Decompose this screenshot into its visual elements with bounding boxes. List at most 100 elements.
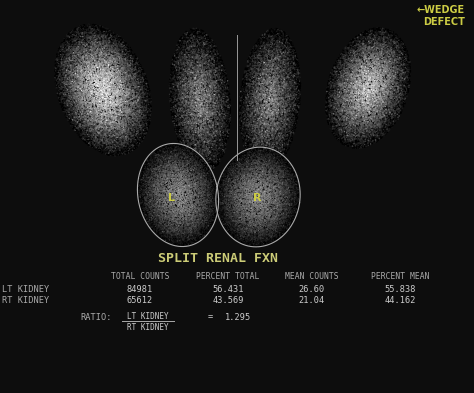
Point [105,133,112,140]
Point [257,167,265,173]
Point [162,204,169,210]
Point [252,119,260,126]
Point [208,133,215,140]
Point [81,96,89,103]
Point [215,158,222,164]
Point [286,121,293,128]
Point [188,54,195,61]
Point [376,77,383,83]
Point [165,175,173,182]
Point [116,71,124,77]
Point [198,195,205,201]
Point [131,110,139,116]
Point [372,104,379,110]
Point [208,155,215,162]
Point [225,130,232,137]
Point [368,86,375,92]
Point [217,99,225,105]
Point [365,121,373,127]
Point [144,169,152,175]
Point [280,173,288,179]
Point [175,129,182,135]
Point [272,162,280,168]
Point [129,87,137,94]
Point [260,81,267,88]
Point [370,73,378,79]
Point [160,203,167,209]
Point [177,153,185,160]
Point [265,95,273,101]
Point [287,82,295,88]
Point [230,194,238,200]
Point [88,127,95,133]
Point [208,105,215,112]
Point [222,135,229,141]
Point [190,67,198,73]
Point [103,42,110,48]
Point [186,138,194,144]
Point [144,158,151,164]
Point [398,39,405,45]
Point [200,106,207,112]
Point [258,229,266,235]
Point [123,101,131,107]
Point [96,113,103,119]
Point [358,130,365,136]
Point [370,79,378,85]
Point [245,162,253,168]
Point [97,138,105,144]
Point [153,219,160,225]
Point [226,121,233,128]
Point [118,42,125,48]
Point [354,121,362,128]
Point [204,113,212,119]
Point [271,147,278,153]
Point [358,94,365,100]
Point [196,138,203,144]
Point [135,197,143,204]
Point [374,70,382,76]
Point [245,232,252,238]
Point [374,130,382,137]
Point [194,157,202,163]
Point [231,165,239,171]
Point [169,198,176,204]
Point [95,32,102,39]
Point [241,75,249,81]
Point [215,181,222,187]
Point [85,133,92,140]
Point [194,115,201,121]
Point [277,80,285,86]
Point [190,68,197,74]
Point [371,83,378,89]
Point [189,135,196,141]
Point [236,235,243,241]
Point [294,109,301,115]
Point [197,234,204,240]
Point [377,88,384,94]
Point [186,122,194,129]
Point [283,198,291,204]
Point [137,89,145,95]
Point [79,64,86,70]
Point [388,41,396,48]
Point [91,56,99,62]
Point [130,118,138,125]
Point [200,156,207,162]
Point [204,158,211,164]
Point [328,70,336,76]
Point [65,64,73,70]
Point [183,231,191,237]
Point [263,240,270,246]
Point [104,116,112,122]
Point [111,114,119,121]
Point [258,131,266,138]
Point [145,170,153,176]
Point [293,202,301,209]
Point [120,38,128,44]
Point [173,167,180,173]
Point [356,57,364,63]
Point [261,43,268,50]
Point [108,114,115,121]
Point [197,228,204,234]
